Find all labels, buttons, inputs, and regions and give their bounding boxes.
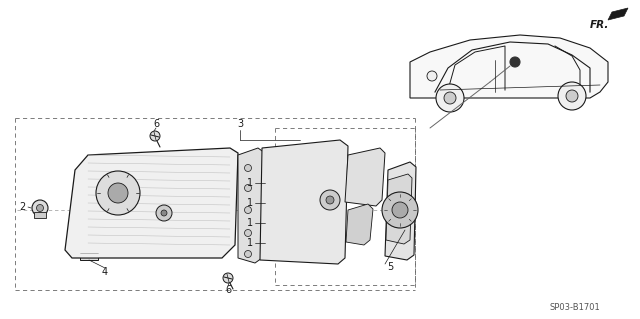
Polygon shape <box>386 174 412 244</box>
Text: FR.: FR. <box>590 20 609 30</box>
Text: 1: 1 <box>247 178 253 188</box>
Circle shape <box>150 131 160 141</box>
Text: 5: 5 <box>387 262 393 272</box>
Circle shape <box>244 229 252 236</box>
Circle shape <box>244 206 252 213</box>
Circle shape <box>392 202 408 218</box>
Bar <box>121 238 130 243</box>
Circle shape <box>32 200 48 216</box>
Circle shape <box>558 82 586 110</box>
Circle shape <box>320 190 340 210</box>
Bar <box>270 158 285 171</box>
Circle shape <box>326 196 334 204</box>
Circle shape <box>244 165 252 172</box>
Text: 2: 2 <box>19 202 25 212</box>
Text: SP03-B1701: SP03-B1701 <box>550 303 600 313</box>
Bar <box>289 176 304 189</box>
Polygon shape <box>238 148 265 263</box>
Circle shape <box>108 183 128 203</box>
Polygon shape <box>410 35 608 98</box>
Bar <box>289 158 304 171</box>
Polygon shape <box>65 148 238 258</box>
Polygon shape <box>385 162 416 260</box>
Text: 1: 1 <box>247 218 253 228</box>
Circle shape <box>36 204 44 211</box>
Circle shape <box>223 273 233 283</box>
Bar <box>82 238 91 243</box>
Text: 1: 1 <box>247 198 253 208</box>
Polygon shape <box>260 140 348 264</box>
Circle shape <box>427 71 437 81</box>
Bar <box>289 230 304 243</box>
Text: 1: 1 <box>247 238 253 248</box>
Text: 6: 6 <box>153 119 159 129</box>
Bar <box>270 212 285 225</box>
Bar <box>308 248 323 259</box>
Bar <box>308 158 323 171</box>
Bar <box>289 212 304 225</box>
Circle shape <box>156 205 172 221</box>
Bar <box>173 238 182 243</box>
Circle shape <box>244 250 252 257</box>
Polygon shape <box>345 148 385 206</box>
Bar <box>160 238 169 243</box>
Circle shape <box>444 92 456 104</box>
Bar <box>308 194 323 207</box>
Bar <box>80 248 98 260</box>
Bar <box>308 230 323 243</box>
Bar <box>270 248 285 259</box>
Circle shape <box>382 192 418 228</box>
Bar <box>95 238 104 243</box>
Polygon shape <box>346 204 373 245</box>
Text: 4: 4 <box>102 267 108 277</box>
Bar <box>289 248 304 259</box>
Bar <box>270 176 285 189</box>
Bar <box>270 194 285 207</box>
Polygon shape <box>608 8 628 20</box>
Circle shape <box>510 57 520 67</box>
Circle shape <box>161 210 167 216</box>
Text: 6: 6 <box>225 285 231 295</box>
Bar <box>134 238 143 243</box>
Circle shape <box>96 171 140 215</box>
Bar <box>289 194 304 207</box>
Polygon shape <box>34 212 46 218</box>
Bar <box>147 238 156 243</box>
Circle shape <box>436 84 464 112</box>
Bar <box>270 230 285 243</box>
Bar <box>308 212 323 225</box>
Circle shape <box>244 184 252 191</box>
Bar <box>308 176 323 189</box>
Bar <box>108 238 117 243</box>
Text: 3: 3 <box>237 119 243 129</box>
Circle shape <box>566 90 578 102</box>
